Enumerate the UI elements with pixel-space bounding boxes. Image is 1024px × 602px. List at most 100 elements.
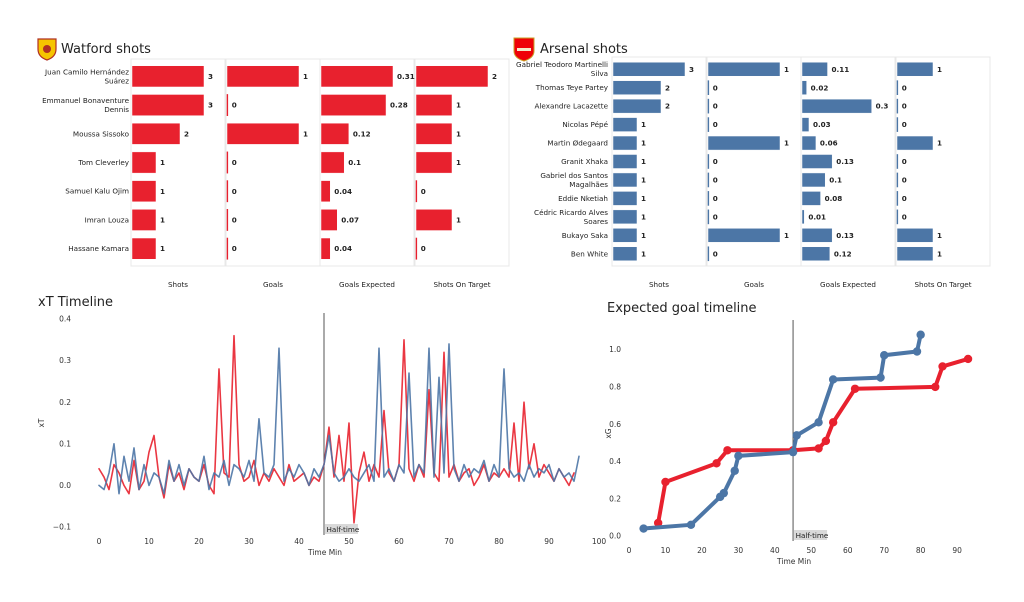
x-tick-label: 80: [916, 546, 926, 555]
x-tick-label: 20: [194, 537, 204, 546]
watford-goals-bar: [226, 122, 300, 145]
watford-shots-value: 3: [208, 101, 213, 110]
watford-sot-bar: [415, 94, 453, 116]
arsenal-xg-value: 0.3: [876, 102, 889, 111]
arsenal-data-point: [639, 524, 648, 533]
watford-player-name: Imran Louza: [85, 215, 129, 224]
watford-player-name: Tom Cleverley: [77, 158, 129, 167]
arsenal-goals-value: 0: [713, 249, 718, 258]
arsenal-goals-bar: [707, 154, 710, 169]
x-tick-label: 90: [952, 546, 962, 555]
arsenal-shots-value: 3: [689, 65, 694, 74]
arsenal-xg-value: 0.06: [820, 139, 838, 148]
watford-data-point: [661, 477, 670, 487]
arsenal-goals-bar: [707, 98, 710, 114]
arsenal-column-label: Goals: [744, 280, 764, 289]
x-tick-label: 30: [734, 546, 744, 555]
arsenal-series-line: [98, 343, 580, 495]
arsenal-player-name: Alexandre Lacazette: [534, 102, 608, 111]
arsenal-xg-bar: [801, 172, 826, 188]
arsenal-goals-bar: [707, 80, 710, 95]
watford-shots-bar: [131, 151, 157, 174]
arsenal-panel-frame: [611, 56, 707, 267]
y-tick-label: 0.1: [59, 439, 71, 448]
arsenal-player-name: Ben White: [571, 249, 609, 258]
arsenal-cannon-barrel: [517, 48, 531, 51]
arsenal-column-label: Goals Expected: [820, 280, 876, 289]
x-tick-label: 100: [592, 537, 607, 546]
arsenal-shots-title: Arsenal shots: [540, 42, 628, 57]
arsenal-xg-value: 0.02: [811, 83, 829, 92]
watford-xg-bar: [320, 122, 350, 145]
arsenal-sot-value: 0: [902, 157, 907, 166]
arsenal-shots-bar: [612, 209, 638, 225]
watford-sot-bar: [415, 237, 418, 260]
arsenal-sot-bar: [896, 61, 934, 77]
arsenal-sot-bar: [896, 191, 899, 206]
arsenal-xg-value: 0.03: [813, 120, 831, 129]
y-tick-label: 0.3: [59, 356, 71, 365]
arsenal-goals-bar: [707, 117, 710, 132]
arsenal-goals-value: 0: [713, 176, 718, 185]
watford-hornet-body: [43, 45, 51, 53]
watford-series-line: [98, 334, 575, 524]
arsenal-goals-value: 0: [713, 102, 718, 111]
watford-xg-value: 0.07: [341, 216, 359, 225]
arsenal-shots-bar: [612, 191, 638, 206]
watford-shots-value: 1: [160, 216, 165, 225]
arsenal-sot-value: 0: [902, 176, 907, 185]
arsenal-shots-bar: [612, 117, 638, 132]
watford-sot-value: 1: [456, 158, 461, 167]
watford-goals-value: 0: [232, 244, 237, 253]
watford-column-label: Goals: [263, 280, 283, 289]
arsenal-sot-value: 0: [902, 212, 907, 221]
watford-sot-bar: [415, 65, 489, 88]
arsenal-goals-bar: [707, 209, 710, 225]
watford-xg-bar: [320, 94, 387, 116]
x-tick-label: 30: [244, 537, 254, 546]
watford-panel-frame: [130, 58, 226, 267]
y-tick-label: 0.4: [59, 315, 71, 324]
watford-goals-bar: [226, 94, 229, 116]
half-time-label-bg: [794, 530, 828, 540]
half-time-label: Half-time: [796, 531, 829, 540]
arsenal-sot-bar: [896, 154, 899, 169]
arsenal-data-point: [876, 373, 885, 382]
y-tick-label: 0.6: [609, 420, 621, 429]
y-axis-label: xG: [604, 428, 613, 438]
arsenal-xg-bar: [801, 61, 828, 77]
arsenal-shots-value: 1: [641, 120, 646, 129]
watford-panel-frame: [319, 58, 415, 267]
xt-timeline-title: xT Timeline: [38, 295, 113, 310]
watford-xg-bar: [320, 151, 345, 174]
watford-series-line: [656, 356, 971, 525]
arsenal-player-name: Cédric Ricardo Alves: [534, 208, 608, 217]
watford-sot-value: 0: [421, 187, 426, 196]
arsenal-goals-bar: [707, 191, 710, 206]
y-tick-label: 0.8: [609, 383, 621, 392]
watford-sot-bar: [415, 180, 418, 203]
xg-timeline-title: Expected goal timeline: [607, 301, 757, 316]
arsenal-shots-value: 1: [641, 157, 646, 166]
arsenal-shots-value: 2: [665, 102, 670, 111]
arsenal-sot-bar: [896, 228, 934, 243]
arsenal-shots-bar: [612, 154, 638, 169]
arsenal-data-point: [828, 375, 838, 384]
arsenal-goals-bar: [707, 61, 781, 77]
arsenal-sot-bar: [896, 246, 934, 262]
arsenal-player-name: Silva: [591, 69, 608, 78]
watford-goals-bar: [226, 180, 229, 203]
arsenal-shots-bar: [612, 246, 638, 262]
arsenal-player-name: Soares: [584, 217, 609, 226]
arsenal-sot-value: 1: [937, 249, 942, 258]
arsenal-shots-value: 2: [665, 83, 670, 92]
arsenal-column-label: Shots: [649, 280, 669, 289]
arsenal-goals-bar: [707, 228, 781, 243]
arsenal-goals-bar: [707, 246, 710, 262]
arsenal-goals-bar: [707, 135, 781, 151]
arsenal-data-point: [730, 466, 739, 475]
arsenal-sot-value: 1: [937, 65, 942, 74]
watford-goals-value: 0: [232, 158, 237, 167]
watford-shots-value: 2: [184, 129, 189, 138]
